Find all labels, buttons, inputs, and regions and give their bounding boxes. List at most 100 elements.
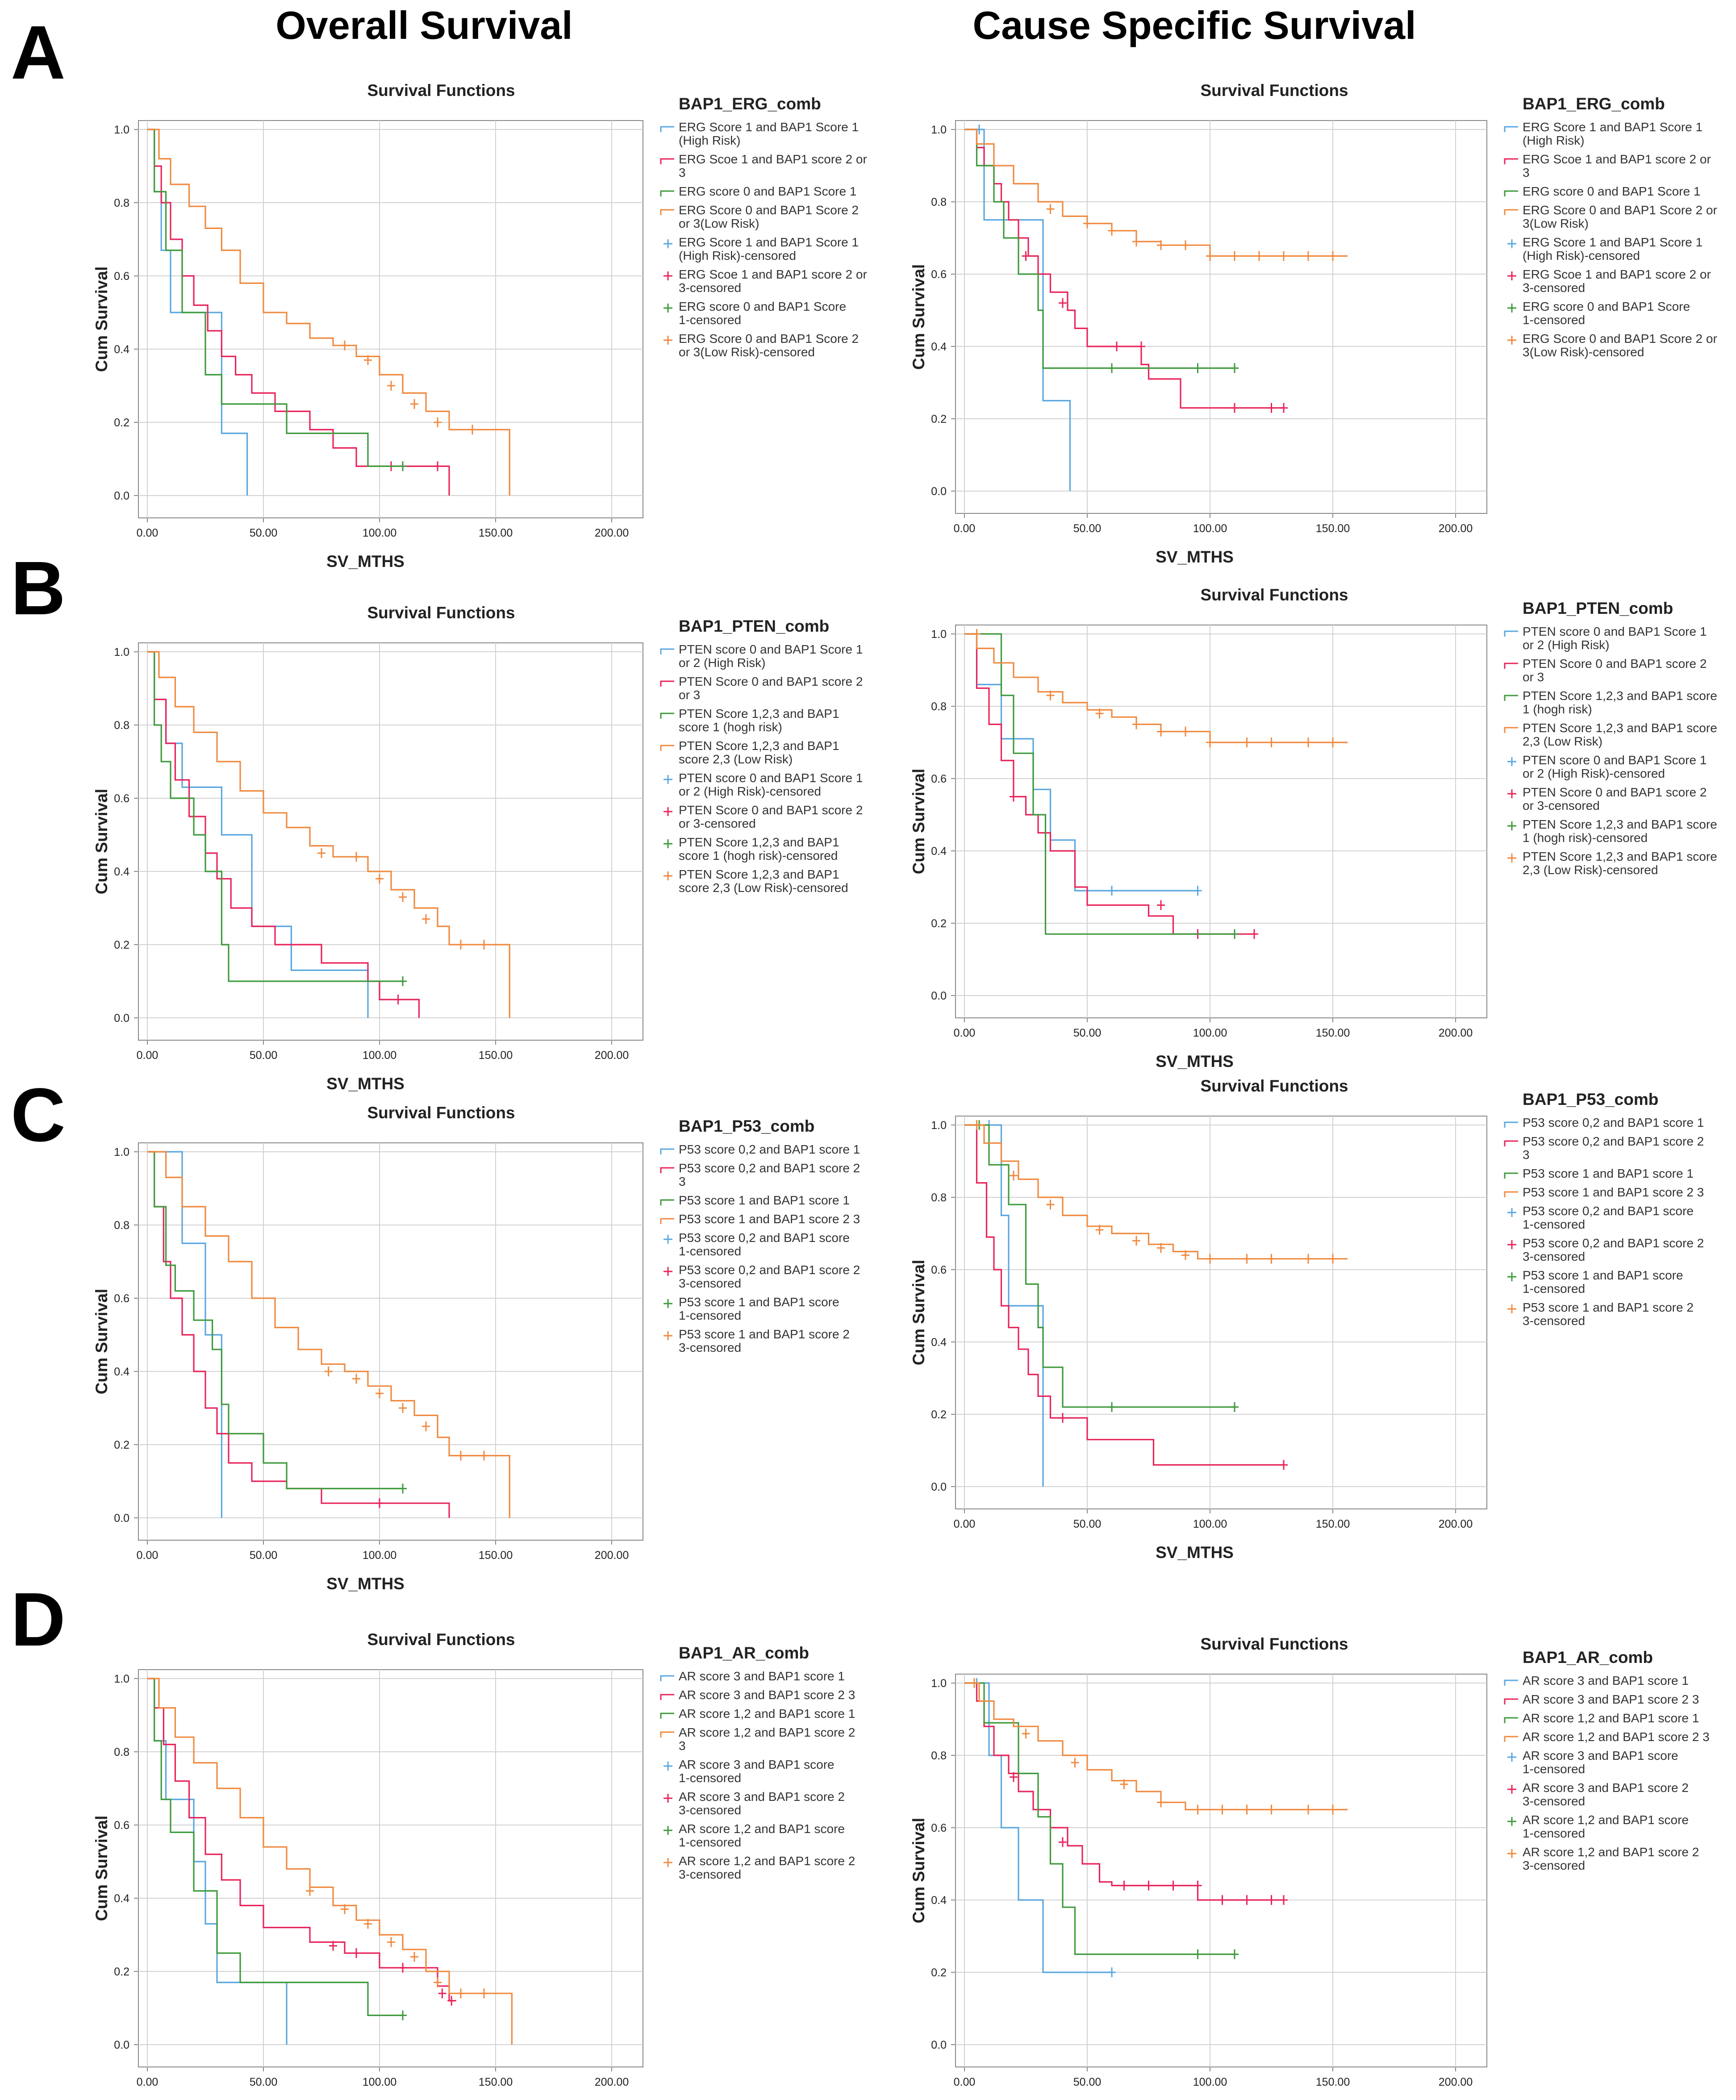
legend-swatch-censored-red [1507, 1785, 1516, 1794]
censor-mark-orange [1267, 1804, 1276, 1815]
x-tick-label: 100.00 [363, 1049, 396, 1062]
y-axis-label: Cum Survival [92, 789, 111, 894]
x-tick-label: 50.00 [250, 1049, 278, 1062]
y-tick-label: 0.4 [114, 343, 129, 356]
censor-mark-orange [1218, 1804, 1227, 1815]
legend-entry: AR score 1,2 and BAP1 score 2 3-censored [679, 1854, 855, 1881]
censor-mark-orange [399, 1403, 407, 1413]
y-tick-label: 0.6 [114, 1819, 129, 1832]
censor-mark-orange [434, 417, 442, 427]
survival-curve-orange [147, 129, 510, 496]
x-tick-label: 50.00 [250, 527, 278, 539]
censor-mark-red [1250, 929, 1258, 939]
x-tick-label: 0.00 [137, 1049, 159, 1062]
legend-swatch-censored-blue [664, 1762, 672, 1771]
legend-swatch-green [1504, 190, 1518, 196]
legend-entry: P53 score 1 and BAP1 score 1-censored [1523, 1268, 1683, 1296]
legend-swatch-red [660, 158, 674, 164]
survival-curve-blue [964, 1682, 1112, 1973]
chart-a-overall-survival: Survival Functions 0.0 0.2 0.4 0.6 0.8 1.0 0.00… [92, 81, 867, 571]
censor-mark-orange [1071, 1758, 1079, 1768]
x-tick-label: 150.00 [479, 527, 513, 539]
censor-mark-orange [1132, 237, 1140, 247]
plot-frame [955, 625, 1487, 1018]
censor-mark-orange [1243, 1254, 1251, 1264]
x-tick-label: 100.00 [1193, 2076, 1227, 2088]
x-tick-label: 50.00 [1073, 1027, 1102, 1039]
censor-mark-orange [1132, 1236, 1140, 1246]
survival-curve-green [147, 1151, 403, 1489]
y-tick-label: 0.0 [114, 2039, 129, 2051]
x-tick-label: 50.00 [250, 2076, 278, 2088]
legend-entry: ERG Score 1 and BAP1 Score 1 (High Risk)-… [679, 235, 859, 262]
legend-swatch-censored-orange [664, 336, 672, 345]
censor-mark-orange [341, 1904, 349, 1914]
panel-label-c: C [11, 1073, 66, 1158]
legend-swatch-green [660, 712, 674, 719]
legend-swatch-blue [660, 126, 674, 132]
censor-mark-orange [1181, 240, 1189, 250]
legend-swatch-censored-orange [1507, 1849, 1516, 1858]
survival-curve-orange [147, 1678, 513, 2045]
y-tick-label: 0.2 [114, 417, 129, 429]
censor-mark-orange [324, 1367, 333, 1376]
censor-mark-red [1194, 1880, 1202, 1891]
legend-entry: PTEN Score 1,2,3 and BAP1 score 1 (hogh r… [1523, 817, 1717, 845]
censor-mark-red [394, 995, 402, 1004]
legend-entry: PTEN Score 0 and BAP1 score 2 or 3-censor… [679, 803, 863, 830]
x-axis-label: SV_MTHS [1156, 1543, 1234, 1562]
legend-entry: ERG Scoe 1 and BAP1 score 2 or 3-censored [679, 267, 867, 295]
censor-mark-red [1022, 251, 1030, 261]
legend-swatch-red [1504, 1140, 1518, 1146]
plot-frame [955, 1674, 1487, 2067]
legend-swatch-censored-red [664, 1267, 672, 1276]
censor-mark-red [1231, 403, 1239, 413]
survival-curve-green [964, 1124, 1235, 1408]
y-tick-label: 0.6 [114, 792, 129, 805]
y-tick-label: 1.0 [931, 1119, 947, 1132]
legend-swatch-orange [1504, 1191, 1518, 1197]
legend-swatch-censored-blue [664, 1235, 672, 1244]
chart-b-overall-survival: Survival Functions 0.0 0.2 0.4 0.6 0.8 1.0 0.00… [92, 604, 863, 1093]
legend-swatch-green [1504, 1717, 1518, 1723]
censor-mark-red [1137, 342, 1145, 351]
censor-mark-red [1218, 1895, 1227, 1905]
legend-entry: P53 score 1 and BAP1 score 1 [1523, 1167, 1694, 1180]
y-tick-label: 0.8 [114, 197, 129, 209]
censor-mark-orange [1243, 1804, 1251, 1815]
legend-entry: PTEN score 0 and BAP1 Score 1 or 2 (High … [1523, 625, 1707, 652]
legend-title: BAP1_P53_comb [1523, 1090, 1658, 1108]
censor-mark-orange [1157, 1243, 1165, 1253]
survival-curve-green [147, 651, 403, 982]
legend-entry: AR score 3 and BAP1 score 1 [1523, 1674, 1689, 1688]
x-tick-label: 150.00 [479, 2076, 513, 2088]
legend-swatch-orange [660, 209, 674, 215]
legend-swatch-censored-blue [1507, 1208, 1516, 1217]
legend-entry: ERG Score 0 and BAP1 Score 2 or 3(Low Ris… [679, 203, 859, 230]
y-tick-label: 1.0 [931, 124, 947, 136]
legend-swatch-censored-orange [664, 1331, 672, 1340]
legend-title: BAP1_ERG_comb [679, 95, 821, 113]
legend-entry: ERG score 0 and BAP1 Score 1-censored [679, 300, 846, 327]
legend-title: BAP1_AR_comb [1523, 1648, 1653, 1667]
censor-mark-red [438, 1988, 447, 1999]
legend-entry: PTEN Score 0 and BAP1 score 2 or 3-censor… [1523, 785, 1707, 812]
y-tick-label: 0.2 [931, 1967, 947, 1979]
plot-frame [955, 120, 1487, 514]
censor-mark-orange [422, 914, 430, 924]
censor-mark-orange [1095, 708, 1104, 719]
legend-swatch-blue [660, 648, 674, 654]
y-axis-label: Cum Survival [910, 264, 928, 370]
survival-curve-orange [964, 1124, 1348, 1260]
censor-mark-orange [1243, 738, 1251, 747]
censor-mark-orange [376, 1388, 384, 1399]
legend-swatch-green [660, 190, 674, 196]
legend-entry: AR score 3 and BAP1 score 2 3 [679, 1688, 855, 1702]
chart-c-cause-specific-survival: Survival Functions 0.0 0.2 0.4 0.6 0.8 1.0 0.00… [910, 1077, 1704, 1562]
survival-curve-orange [147, 1151, 510, 1518]
censor-mark-orange [457, 1988, 465, 1999]
legend-entry: PTEN Score 1,2,3 and BAP1 score 1 (hogh r… [679, 707, 839, 734]
legend-swatch-censored-orange [664, 871, 672, 880]
survival-curve-orange [147, 651, 510, 1018]
